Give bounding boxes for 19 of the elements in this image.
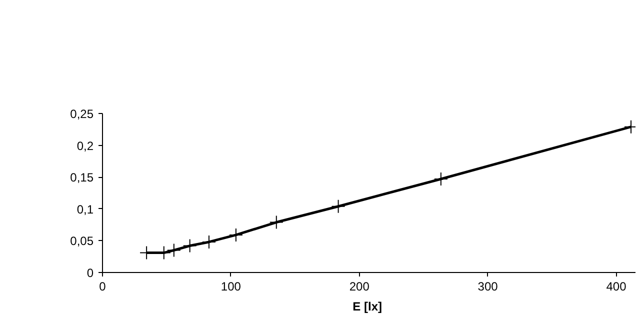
x-tick-label: 300 xyxy=(478,280,498,294)
point xyxy=(434,172,448,186)
y-tick-label: 0,25 xyxy=(70,107,94,121)
point xyxy=(182,238,197,253)
y-tick-label: 0,2 xyxy=(76,138,94,153)
point xyxy=(331,199,346,214)
point xyxy=(166,243,181,258)
point xyxy=(228,228,243,242)
y-tick-label: 0,15 xyxy=(70,170,94,185)
x-axis-title: E [lx] xyxy=(352,300,382,314)
x-tick-label: 200 xyxy=(349,280,370,294)
point xyxy=(202,234,216,249)
y-tick-label: 0,1 xyxy=(76,202,94,216)
x-tick-label: 100 xyxy=(220,280,242,294)
y-tick-label: 0 xyxy=(86,266,94,280)
x-tick-label: 0 xyxy=(99,280,106,294)
x-tick-label: 400 xyxy=(606,280,627,294)
point xyxy=(269,215,284,230)
y-tick-label: 0,05 xyxy=(70,234,94,248)
